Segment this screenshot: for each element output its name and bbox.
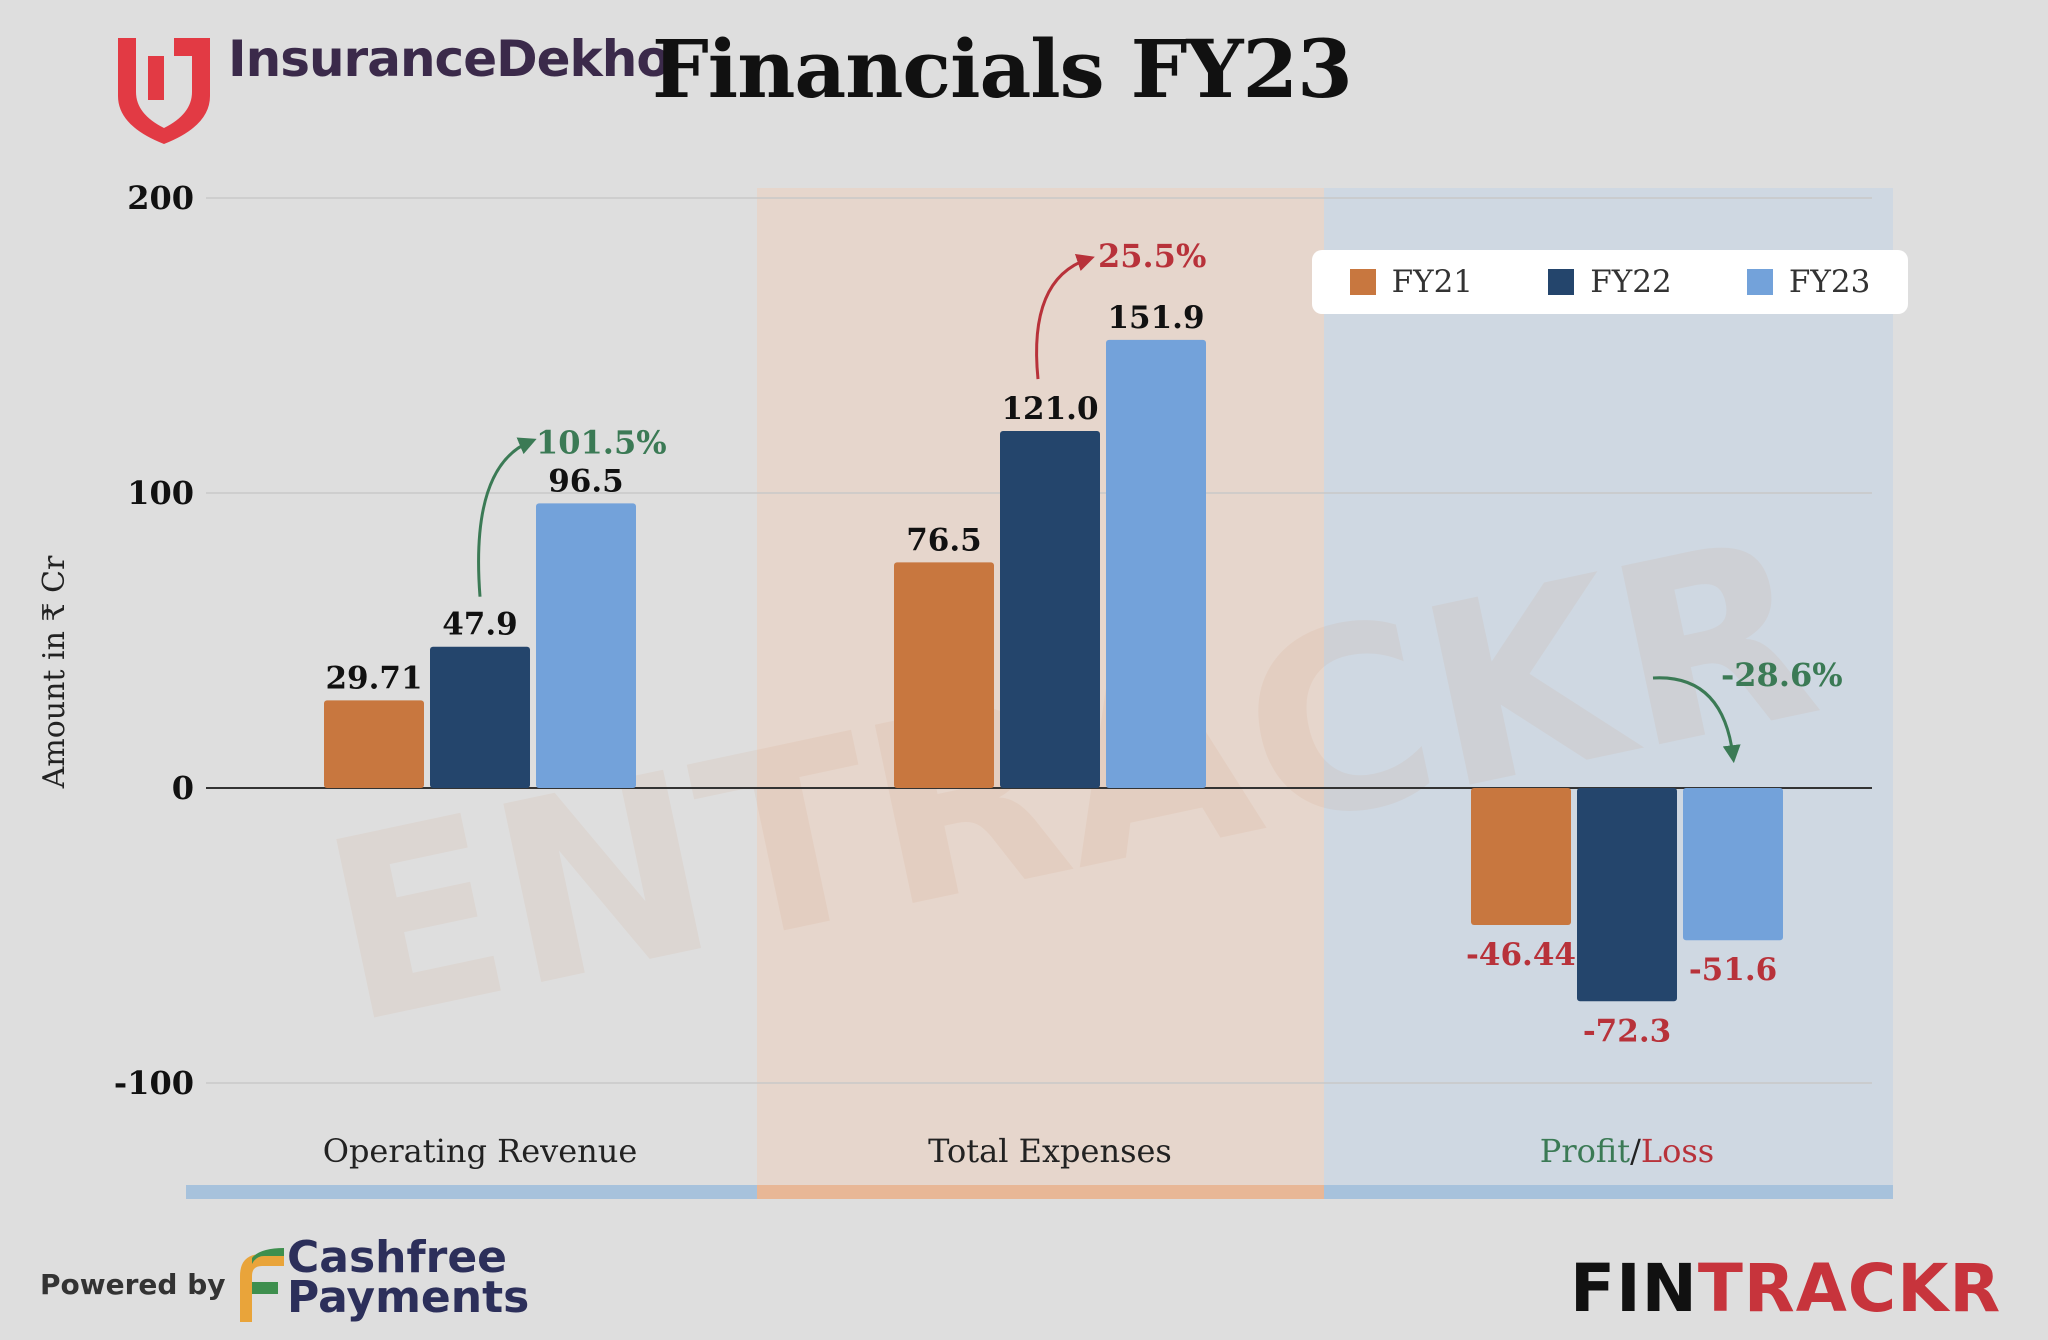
legend-label-fy23: FY23 <box>1788 264 1871 300</box>
bar-profit-loss-fy21 <box>1471 788 1571 925</box>
category-band-strip-profit-loss <box>1324 1185 1893 1199</box>
legend-swatch-fy22 <box>1548 269 1575 295</box>
category-label-profit-loss: Profit/Loss <box>1540 1132 1714 1170</box>
y-tick-label: 0 <box>172 769 194 807</box>
legend-swatch-fy23 <box>1746 269 1773 295</box>
data-label-total-expenses-fy21: 76.5 <box>906 522 982 558</box>
insurancedekho-shield-icon <box>118 38 210 144</box>
cashfree-line1: Cashfree <box>287 1232 508 1283</box>
data-label-total-expenses-fy23: 151.9 <box>1107 300 1204 336</box>
growth-arrows: 101.5% 25.5% -28.6% <box>477 237 1843 764</box>
cashfree-wordmark: Cashfree Payments <box>287 1232 530 1323</box>
fintrackr-logo: FINTRACKR <box>1570 1250 2001 1327</box>
data-label-operating-revenue-fy22: 47.9 <box>442 607 518 643</box>
data-label-total-expenses-fy22: 121.0 <box>1001 391 1098 427</box>
legend-label-fy21: FY21 <box>1391 264 1474 300</box>
bar-profit-loss-fy22 <box>1577 788 1677 1002</box>
legend-swatch-fy21 <box>1349 269 1376 295</box>
y-axis-label: Amount in ₹ Cr <box>37 555 72 789</box>
data-label-operating-revenue-fy21: 29.71 <box>325 660 422 696</box>
legend-label-fy22: FY22 <box>1590 264 1672 300</box>
fintrackr-part2: TRACKR <box>1697 1250 2002 1327</box>
data-label-operating-revenue-fy23: 96.5 <box>548 463 624 499</box>
growth-label-expenses: 25.5% <box>1098 237 1206 275</box>
data-labels: 29.71 47.9 96.5 76.5 121.0 151.9 -46.44 -72.3 -5… <box>325 300 1777 1049</box>
category-labels: Operating Revenue Total Expenses Profit/Lo… <box>323 1132 1715 1170</box>
bar-profit-loss-fy23 <box>1683 788 1783 941</box>
category-band-strip-operating-revenue <box>186 1185 757 1199</box>
bar-total-expenses-fy23 <box>1106 339 1206 788</box>
data-label-profit-loss-fy23: -51.6 <box>1689 952 1777 988</box>
fintrackr-part1: FIN <box>1570 1250 1698 1327</box>
bar-operating-revenue-fy22 <box>430 646 530 788</box>
y-tick-label: 100 <box>127 474 194 512</box>
category-label-operating-revenue: Operating Revenue <box>323 1132 638 1170</box>
category-label-total-expenses: Total Expenses <box>928 1132 1172 1170</box>
growth-arrow-profit <box>1652 676 1741 764</box>
y-tick-label: 200 <box>127 179 194 217</box>
growth-label-revenue: 101.5% <box>536 424 667 462</box>
growth-arrow-expenses <box>1035 253 1095 380</box>
data-label-profit-loss-fy22: -72.3 <box>1583 1013 1671 1049</box>
powered-by-label: Powered by <box>40 1268 226 1301</box>
brand-name: InsuranceDekho <box>228 30 671 88</box>
bar-total-expenses-fy22 <box>1000 431 1100 788</box>
bar-operating-revenue-fy23 <box>536 503 636 788</box>
cashfree-logo-icon <box>240 1248 284 1322</box>
category-band-strip-total-expenses <box>757 1185 1324 1199</box>
category-band-bg-profit-loss <box>1324 188 1893 1188</box>
legend-item-fy23: FY23 <box>1746 264 1871 300</box>
bars <box>324 339 1783 1002</box>
bar-operating-revenue-fy21 <box>324 700 424 788</box>
y-tick-label: -100 <box>114 1064 194 1102</box>
page-title: Financials FY23 <box>652 22 1353 116</box>
growth-label-profit: -28.6% <box>1721 656 1843 694</box>
legend-item-fy21: FY21 <box>1349 264 1474 300</box>
y-axis-ticks: -100 0 100 200 <box>114 179 194 1102</box>
growth-arrow-revenue <box>477 437 537 597</box>
cashfree-line2: Payments <box>287 1272 530 1323</box>
data-label-profit-loss-fy21: -46.44 <box>1466 937 1576 973</box>
legend: FY21 FY22 FY23 <box>1312 250 1908 314</box>
legend-item-fy22: FY22 <box>1548 264 1672 300</box>
bar-total-expenses-fy21 <box>894 562 994 788</box>
header: InsuranceDekho Financials FY23 <box>0 0 2048 160</box>
